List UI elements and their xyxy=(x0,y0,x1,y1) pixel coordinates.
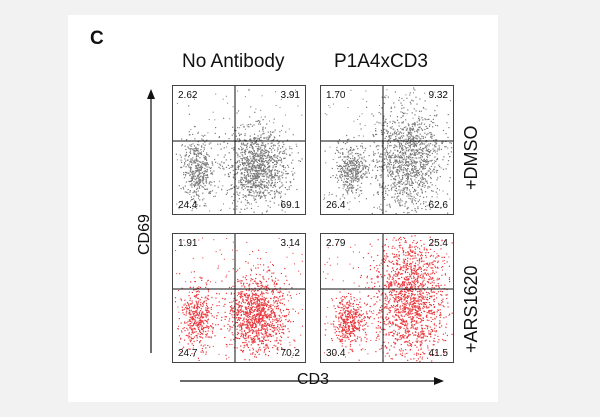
panel-letter: C xyxy=(90,28,104,49)
event-cloud xyxy=(323,235,453,362)
event-cloud xyxy=(175,88,303,214)
quadrant-upper-right-value: 25.4 xyxy=(428,238,448,249)
quadrant-lower-left-value: 24.4 xyxy=(178,200,198,211)
quadrant-lower-left-value: 26.4 xyxy=(326,200,346,211)
column-title-p1a4xcd3: P1A4xCD3 xyxy=(334,51,428,72)
quadrant-upper-left-value: 1.70 xyxy=(326,90,346,101)
quadrant-lower-right-value: 41.5 xyxy=(428,348,448,359)
scatter-points xyxy=(321,86,453,214)
quadrant-upper-left-value: 1.91 xyxy=(178,238,198,249)
quadrant-upper-right-value: 9.32 xyxy=(428,90,448,101)
scatter-points xyxy=(173,86,305,214)
figure-panel-c: C No Antibody P1A4xCD3 +DMSO +ARS1620 CD… xyxy=(68,15,498,402)
flow-plot-p1a4xcd3-dmso: 1.70 9.32 26.4 62.6 xyxy=(320,85,454,215)
quadrant-lower-right-value: 70.2 xyxy=(280,348,300,359)
quadrant-upper-right-value: 3.91 xyxy=(280,90,300,101)
event-cloud xyxy=(323,87,453,214)
axis-arrows xyxy=(147,89,444,385)
column-title-no-antibody: No Antibody xyxy=(182,51,285,72)
quadrant-upper-left-value: 2.62 xyxy=(178,90,198,101)
event-cloud xyxy=(174,237,303,361)
quadrant-lower-left-value: 30.4 xyxy=(326,348,346,359)
flow-plot-no-antibody-ars1620: 1.91 3.14 24.7 70.2 xyxy=(172,233,306,363)
quadrant-lower-right-value: 62.6 xyxy=(428,200,448,211)
y-axis-arrowhead xyxy=(147,89,155,99)
quadrant-lower-left-value: 24.7 xyxy=(178,348,198,359)
x-axis-arrowhead xyxy=(434,377,444,385)
scatter-points xyxy=(173,234,305,362)
flow-plot-p1a4xcd3-ars1620: 2.79 25.4 30.4 41.5 xyxy=(320,233,454,363)
x-axis-label: CD3 xyxy=(297,371,330,388)
quadrant-lower-right-value: 69.1 xyxy=(280,200,300,211)
quadrant-upper-left-value: 2.79 xyxy=(326,238,346,249)
quadrant-upper-right-value: 3.14 xyxy=(280,238,300,249)
scatter-points xyxy=(321,234,453,362)
flow-plot-no-antibody-dmso: 2.62 3.91 24.4 69.1 xyxy=(172,85,306,215)
